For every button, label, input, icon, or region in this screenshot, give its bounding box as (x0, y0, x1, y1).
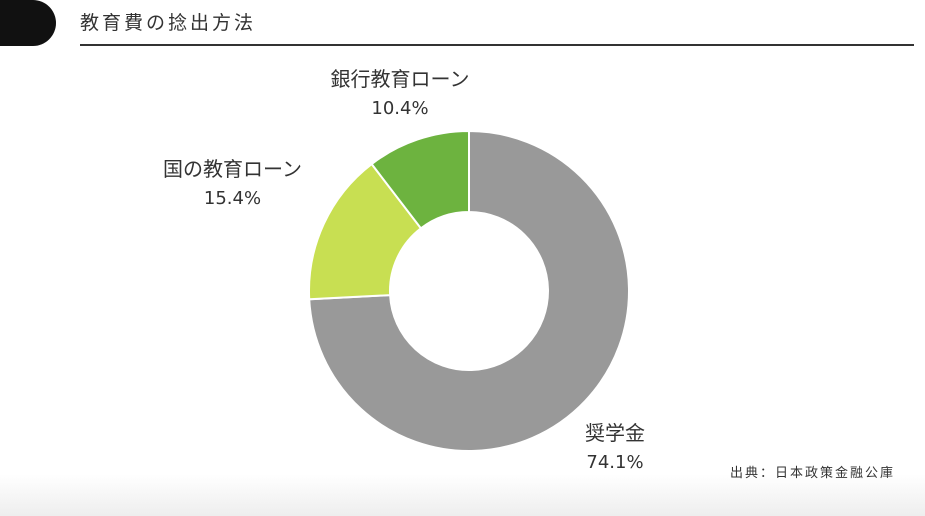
slice-value-gov-loan: 15.4% (203, 188, 262, 209)
slice-label-gov-loan: 国の教育ローン 15.4% (130, 154, 335, 214)
header-tab-marker (0, 0, 56, 46)
slice-value-bank-loan: 10.4% (371, 98, 429, 119)
footer-band (0, 474, 925, 516)
slice-name-scholarship: 奨学金 (585, 421, 645, 445)
chart-title: 教育費の捻出方法 (80, 12, 257, 34)
slice-label-bank-loan: 銀行教育ローン 10.4% (300, 64, 500, 124)
slice-label-scholarship: 奨学金 74.1% (560, 418, 670, 478)
slice-bank-loan (370, 129, 470, 230)
slice-scholarship (308, 129, 630, 452)
title-divider (80, 44, 914, 46)
slice-name-gov-loan: 国の教育ローン (163, 157, 302, 181)
slice-value-scholarship: 74.1% (586, 452, 644, 473)
source-note: 出典：日本政策金融公庫 (729, 466, 895, 481)
slice-name-bank-loan: 銀行教育ローン (330, 67, 470, 91)
